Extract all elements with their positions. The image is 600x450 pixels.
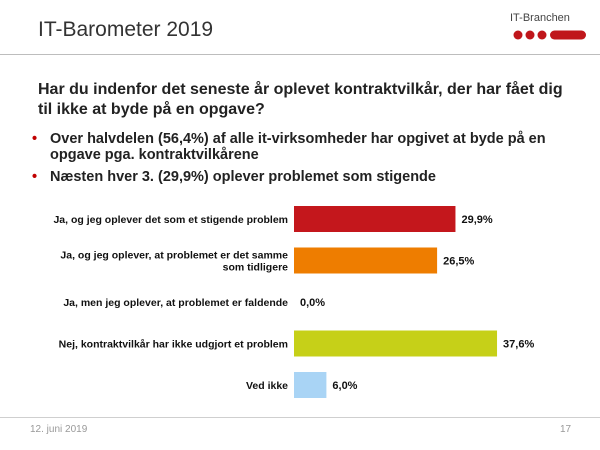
bar-chart: Ja, og jeg oplever det som et stigende p…	[53, 206, 534, 398]
logo-dot	[513, 30, 523, 40]
logo-dot	[537, 30, 547, 40]
finding-item: • Over halvdelen (56,4%) af alle it-virk…	[30, 131, 580, 163]
finding-text: Over halvdelen (56,4%) af alle it-virkso…	[50, 131, 546, 163]
key-findings-list: • Over halvdelen (56,4%) af alle it-virk…	[30, 131, 580, 191]
bar	[294, 206, 456, 232]
value-label: 29,9%	[461, 214, 492, 226]
footer-divider	[0, 417, 600, 418]
page-title: IT-Barometer 2019	[38, 18, 214, 41]
finding-text: Næsten hver 3. (29,9%) oplever problemet…	[50, 169, 436, 185]
category-label: Ja, men jeg oplever, at problemet er fal…	[63, 297, 288, 309]
finding-item: • Næsten hver 3. (29,9%) oplever problem…	[30, 169, 580, 185]
page-number: 17	[560, 424, 572, 435]
category-label: Ved ikke	[246, 380, 288, 392]
value-label: 6,0%	[332, 380, 357, 392]
bullet-icon: •	[32, 169, 38, 185]
question-heading: Har du indenfor det seneste år oplevet k…	[38, 81, 563, 118]
company-logo: IT-Branchen	[500, 12, 590, 50]
bar	[294, 372, 327, 398]
value-label: 0,0%	[300, 297, 325, 309]
category-label: Ja, og jeg oplever, at problemet er det …	[60, 250, 288, 274]
bar	[294, 330, 498, 357]
bullet-icon: •	[32, 131, 38, 147]
bar	[294, 247, 438, 274]
logo-bar	[550, 30, 586, 40]
logo-dot	[525, 30, 535, 40]
value-label: 37,6%	[503, 339, 534, 351]
logo-text: IT-Branchen	[510, 12, 570, 24]
header-divider	[0, 54, 600, 55]
category-label: Ja, og jeg oplever det som et stigende p…	[53, 214, 288, 226]
category-label: Nej, kontraktvilkår har ikke udgjort et …	[59, 339, 288, 351]
value-label: 26,5%	[443, 256, 474, 268]
footer-date: 12. juni 2019	[30, 424, 88, 435]
logo-dots-icon	[513, 30, 586, 40]
